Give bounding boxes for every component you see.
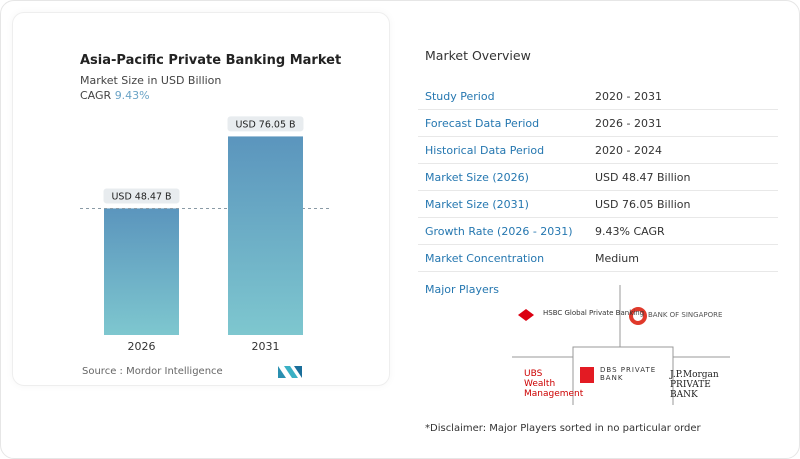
row-label: Market Size (2026) bbox=[425, 171, 529, 184]
x-tick-label: 2026 bbox=[128, 340, 156, 353]
cagr: CAGR 9.43% bbox=[80, 89, 150, 102]
row-value: 2026 - 2031 bbox=[595, 117, 662, 130]
bos-icon bbox=[629, 307, 647, 325]
row-value: 2020 - 2024 bbox=[595, 144, 662, 157]
disclaimer: *Disclaimer: Major Players sorted in no … bbox=[425, 423, 701, 434]
chart-title: Asia-Pacific Private Banking Market bbox=[80, 53, 342, 68]
player-dbs: DBS PRIVATE BANK bbox=[600, 366, 657, 382]
row-value: USD 76.05 Billion bbox=[595, 198, 691, 211]
bar-2026 bbox=[104, 208, 179, 335]
overview-row: Market Size (2026) USD 48.47 Billion bbox=[418, 164, 778, 191]
row-label: Study Period bbox=[425, 90, 495, 103]
player-hsbc: HSBC Global Private Banking bbox=[543, 309, 645, 317]
player-jpmorgan: J.P.Morgan PRIVATE BANK bbox=[670, 370, 719, 400]
major-players-title: Major Players bbox=[425, 283, 499, 296]
cagr-label: CAGR bbox=[80, 89, 112, 102]
data-label: USD 76.05 B bbox=[235, 119, 295, 130]
row-value: USD 48.47 Billion bbox=[595, 171, 691, 184]
bar-2031 bbox=[228, 136, 303, 335]
overview-row: Growth Rate (2026 - 2031) 9.43% CAGR bbox=[418, 218, 778, 245]
source-text: Source : Mordor Intelligence bbox=[82, 366, 223, 377]
mordor-logo-icon bbox=[278, 366, 302, 378]
cagr-value: 9.43% bbox=[114, 89, 150, 102]
data-label-bg bbox=[103, 188, 180, 204]
row-label: Market Size (2031) bbox=[425, 198, 529, 211]
x-tick-label: 2031 bbox=[252, 340, 280, 353]
row-label: Growth Rate (2026 - 2031) bbox=[425, 225, 573, 238]
overview-row: Study Period 2020 - 2031 bbox=[418, 83, 778, 110]
row-label: Forecast Data Period bbox=[425, 117, 540, 130]
overview-row: Market Size (2031) USD 76.05 Billion bbox=[418, 191, 778, 218]
row-label: Historical Data Period bbox=[425, 144, 545, 157]
chart-subtitle: Market Size in USD Billion bbox=[80, 74, 222, 87]
row-value: 9.43% CAGR bbox=[595, 225, 665, 238]
row-label: Market Concentration bbox=[425, 252, 545, 265]
overview-title: Market Overview bbox=[425, 48, 531, 63]
players-grid bbox=[512, 285, 730, 405]
overview-row: Market Concentration Medium bbox=[418, 245, 778, 272]
player-bank-of-singapore: BANK OF SINGAPORE bbox=[648, 311, 723, 319]
data-label: USD 48.47 B bbox=[111, 191, 171, 202]
overview-row: Forecast Data Period 2026 - 2031 bbox=[418, 110, 778, 137]
hsbc-icon bbox=[518, 309, 534, 321]
bar-chart: USD 48.47 B 2026 USD 76.05 B 2031 bbox=[80, 116, 330, 353]
overview-row: Historical Data Period 2020 - 2024 bbox=[418, 137, 778, 164]
row-value: Medium bbox=[595, 252, 639, 265]
chart-card bbox=[12, 12, 390, 386]
dbs-icon bbox=[580, 367, 594, 383]
row-value: 2020 - 2031 bbox=[595, 90, 662, 103]
player-ubs: UBS Wealth Management bbox=[524, 369, 584, 399]
data-label-bg bbox=[227, 116, 304, 132]
